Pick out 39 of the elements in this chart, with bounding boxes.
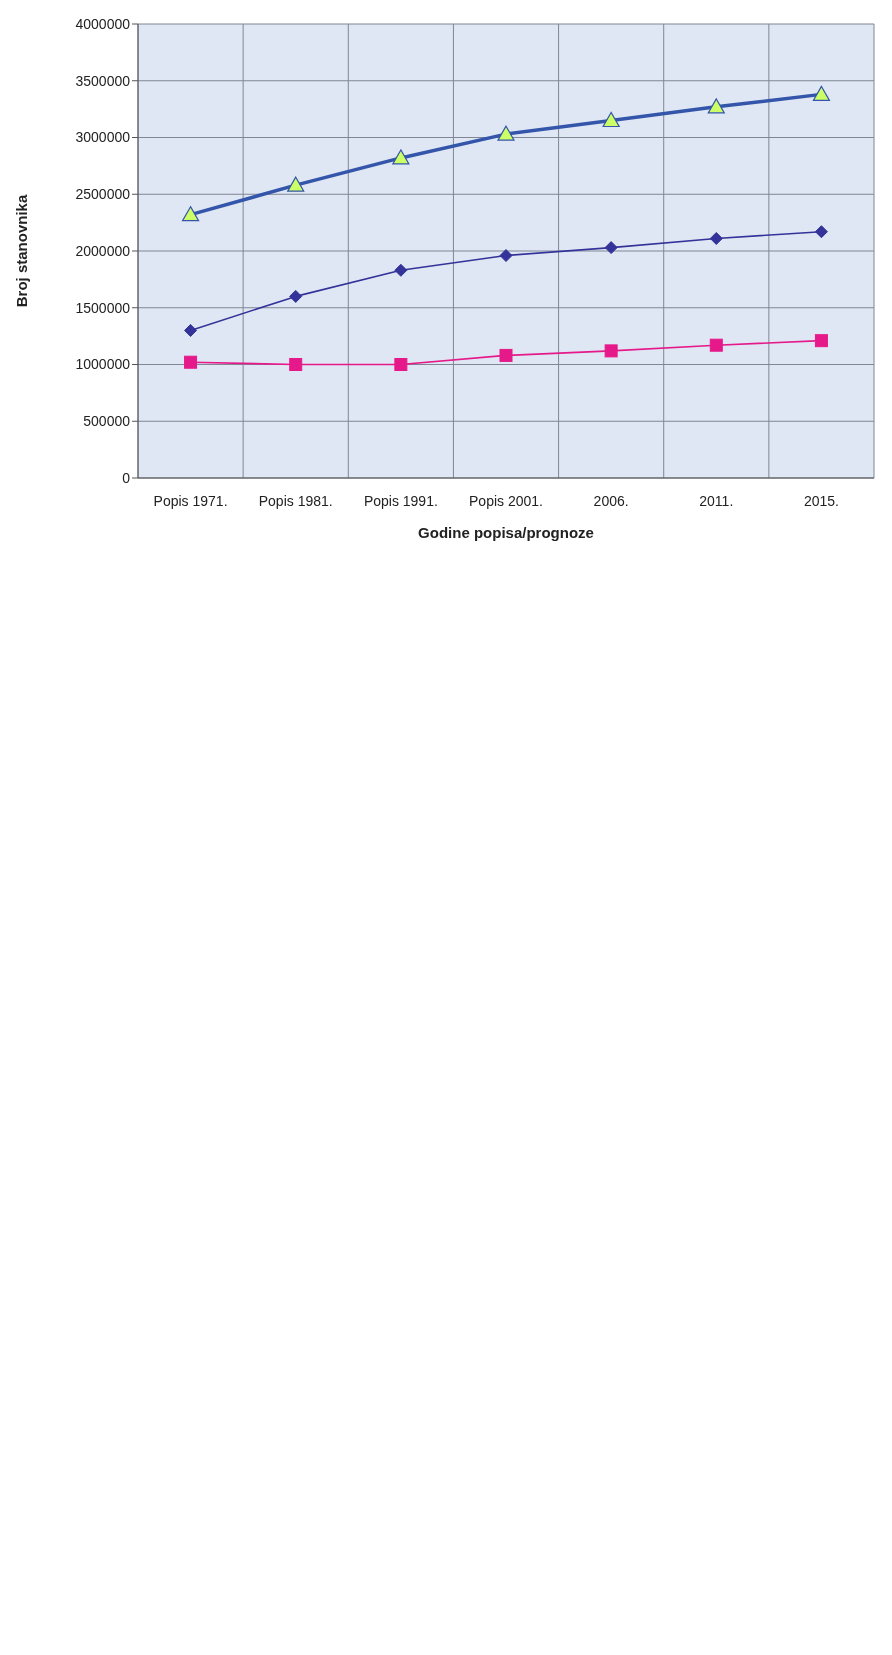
point <box>181 206 200 222</box>
x-tick-label: 2015. <box>803 492 839 509</box>
y-tick-label: 0 <box>122 469 131 486</box>
y-tick-label: 2500000 <box>75 186 131 203</box>
point <box>184 323 198 337</box>
x-tick-label: 2011. <box>699 492 734 509</box>
x-tick-label: Popis 1981. <box>258 492 333 509</box>
point <box>287 176 305 192</box>
point <box>499 348 513 362</box>
point <box>184 355 198 369</box>
y-tick-label: 3500000 <box>75 72 131 89</box>
point <box>394 263 408 277</box>
point <box>289 289 303 303</box>
point <box>707 98 725 114</box>
x-tick-label: Popis 1971. <box>153 492 228 509</box>
y-axis-title: Broj stanovnika <box>13 194 31 308</box>
x-tick-label: Popis 2001. <box>469 492 543 509</box>
point <box>604 241 618 255</box>
y-tick-label: 1500000 <box>75 299 131 316</box>
point <box>497 125 515 141</box>
point <box>814 334 828 348</box>
point <box>289 358 303 371</box>
point <box>709 338 723 352</box>
point <box>604 344 618 358</box>
point <box>392 149 410 165</box>
y-tick-label: 1000000 <box>75 356 131 373</box>
point <box>814 225 828 239</box>
point <box>709 232 723 246</box>
y-tick-label: 4000000 <box>75 15 131 32</box>
point <box>394 358 408 371</box>
y-tick-label: 2000000 <box>75 242 131 259</box>
x-axis-title: Godine popisa/prognoze <box>418 524 594 541</box>
y-tick-label: 3000000 <box>75 129 131 146</box>
y-tick-label: 500000 <box>83 413 131 430</box>
x-tick-label: 2006. <box>593 492 629 509</box>
point <box>499 249 513 263</box>
x-tick-label: Popis 1991. <box>363 492 438 509</box>
point <box>812 85 831 101</box>
point <box>602 111 620 128</box>
